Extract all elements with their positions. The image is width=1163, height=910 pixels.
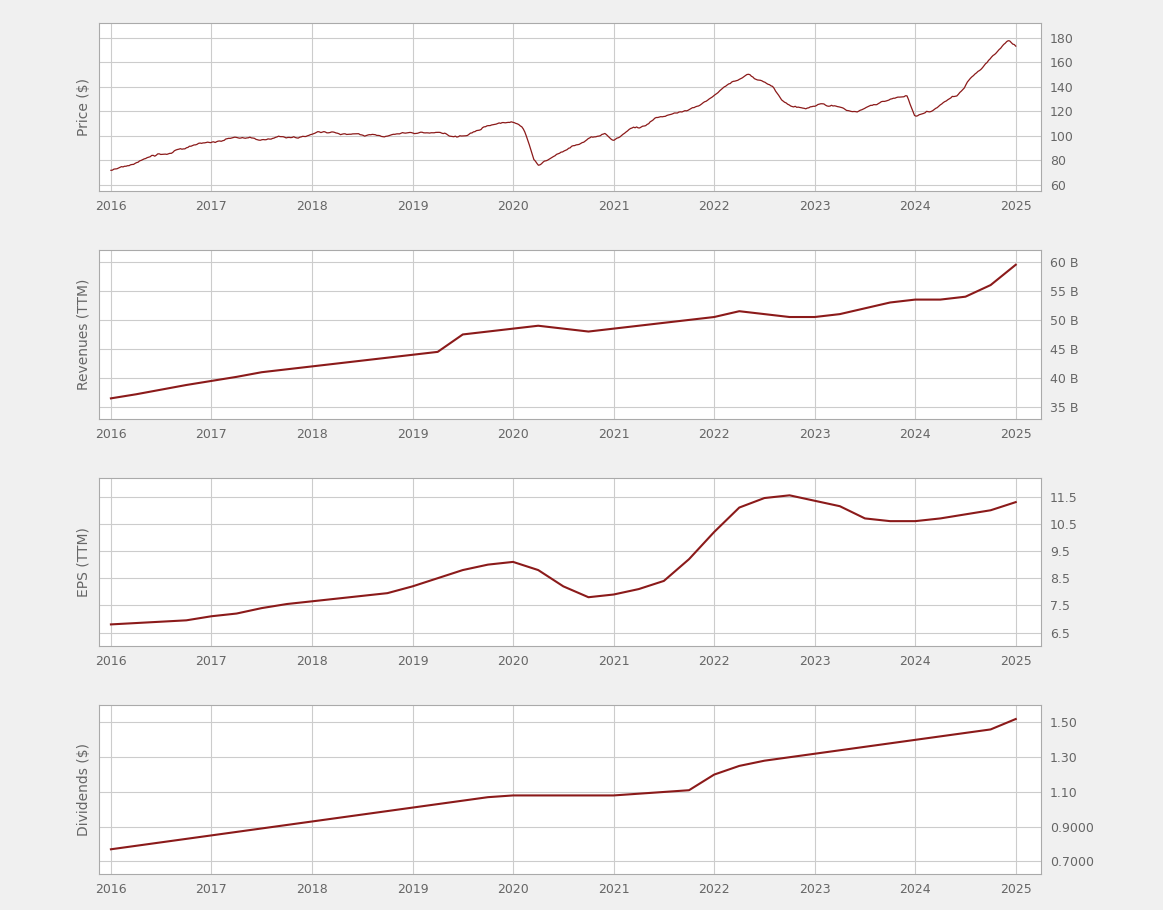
Y-axis label: Revenues (TTM): Revenues (TTM) (77, 278, 91, 390)
Y-axis label: Dividends ($): Dividends ($) (77, 743, 91, 836)
Y-axis label: EPS (TTM): EPS (TTM) (77, 527, 91, 597)
Y-axis label: Price ($): Price ($) (77, 78, 91, 136)
